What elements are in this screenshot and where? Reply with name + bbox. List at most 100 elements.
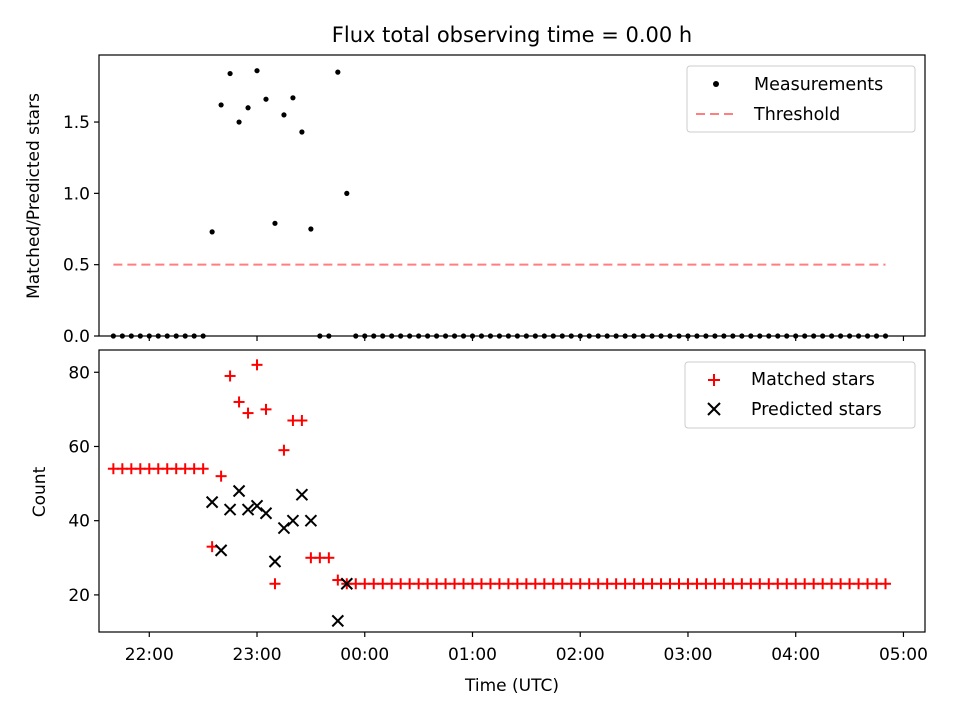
measurement-point	[478, 333, 485, 339]
measurement-point	[155, 333, 161, 339]
matched-star-point	[323, 552, 335, 564]
bottom-y-tick-label: 80	[68, 363, 90, 383]
measurement-point	[559, 333, 565, 339]
measurement-point	[487, 333, 494, 339]
measurement-point	[703, 333, 709, 339]
measurement-point	[398, 333, 404, 339]
predicted-star-point	[232, 484, 246, 498]
measurement-points	[110, 68, 889, 339]
x-axis-label: Time (UTC)	[464, 676, 559, 696]
legend-measurements-marker	[713, 81, 719, 87]
measurement-point	[820, 333, 826, 339]
measurement-point	[712, 333, 718, 339]
measurement-point	[245, 105, 251, 111]
measurement-point	[766, 333, 772, 339]
predicted-star-point	[223, 503, 237, 516]
measurement-point	[164, 333, 170, 339]
bottom-x-tick-label: 01:00	[448, 645, 497, 665]
measurement-point	[631, 333, 637, 339]
matched-star-point	[224, 370, 236, 382]
measurement-point	[200, 333, 206, 339]
measurement-point	[335, 69, 341, 75]
measurement-point	[846, 333, 853, 339]
measurement-point	[128, 333, 134, 339]
measurement-point	[119, 333, 125, 339]
measurement-point	[676, 333, 682, 339]
measurement-point	[173, 333, 179, 339]
measurement-point	[586, 333, 592, 339]
measurement-point	[389, 333, 395, 339]
measurement-point	[748, 333, 754, 339]
measurement-point	[622, 333, 628, 339]
top-legend: Measurements Threshold	[686, 65, 916, 133]
measurement-point	[667, 333, 673, 339]
top-y-tick-label: 0.0	[63, 327, 90, 347]
top-y-axis-label: Matched/Predicted stars	[24, 93, 44, 299]
matched-star-point	[242, 407, 254, 419]
measurement-point	[110, 333, 116, 339]
measurement-point	[595, 333, 601, 339]
measurement-point	[658, 333, 664, 339]
predicted-star-point	[295, 488, 309, 501]
predicted-star-point	[250, 499, 264, 513]
measurement-point	[882, 333, 889, 339]
top-y-tick-label: 1.5	[63, 113, 90, 133]
measurement-point	[514, 333, 520, 339]
top-chart-title: Flux total observing time = 0.00 h	[332, 23, 692, 47]
measurement-point	[263, 96, 269, 102]
legend-predicted-label: Predicted stars	[751, 400, 882, 420]
bottom-y-axis-label: Count	[30, 466, 50, 517]
measurement-point	[451, 333, 458, 339]
predicted-star-point	[286, 514, 300, 527]
measurement-point	[694, 333, 700, 339]
measurement-point	[757, 333, 763, 339]
measurement-point	[838, 333, 844, 339]
bottom-x-tick-label: 02:00	[556, 645, 605, 665]
measurement-point	[505, 333, 512, 339]
matched-star-points	[107, 359, 891, 590]
predicted-star-points	[205, 484, 354, 628]
measurement-point	[299, 129, 305, 135]
measurement-point	[227, 70, 233, 77]
matched-star-point	[879, 578, 891, 590]
measurement-point	[873, 333, 880, 339]
measurement-point	[775, 333, 781, 339]
measurement-point	[685, 333, 691, 339]
measurement-point	[137, 333, 143, 339]
matched-star-point	[296, 415, 308, 426]
measurement-point	[191, 333, 197, 339]
bottom-x-ticks: 22:00 23:00 00:00 01:00 02:00 03:00 04:00 05:00	[125, 632, 928, 665]
bottom-y-ticks: 20 40 60 80	[68, 363, 99, 606]
bottom-x-tick-label: 23:00	[233, 645, 282, 665]
bottom-y-tick-label: 20	[68, 586, 90, 606]
measurement-point	[146, 333, 152, 339]
measurement-point	[855, 333, 862, 339]
predicted-star-point	[331, 614, 345, 628]
measurement-point	[739, 333, 745, 339]
measurement-point	[416, 333, 422, 339]
measurement-point	[182, 333, 188, 339]
predicted-star-point	[205, 495, 219, 509]
matched-star-point	[269, 578, 281, 590]
measurement-point	[793, 333, 799, 339]
measurement-point	[802, 333, 808, 339]
measurement-point	[433, 333, 440, 339]
matched-star-point	[206, 541, 218, 553]
measurement-point	[613, 333, 619, 339]
measurement-point	[290, 95, 296, 101]
bottom-x-tick-label: 00:00	[340, 645, 389, 665]
legend-matched-marker	[708, 374, 720, 386]
matched-star-point	[278, 444, 290, 456]
measurement-point	[496, 333, 503, 339]
measurement-point	[829, 333, 835, 339]
legend-threshold-label: Threshold	[753, 105, 840, 125]
measurement-point	[469, 333, 476, 339]
measurement-point	[784, 333, 790, 339]
top-y-tick-label: 1.0	[63, 184, 90, 204]
measurement-point	[604, 333, 610, 339]
measurement-point	[407, 333, 413, 339]
legend-measurements-label: Measurements	[754, 75, 883, 95]
legend-predicted-marker	[707, 402, 721, 416]
measurement-point	[425, 333, 431, 339]
